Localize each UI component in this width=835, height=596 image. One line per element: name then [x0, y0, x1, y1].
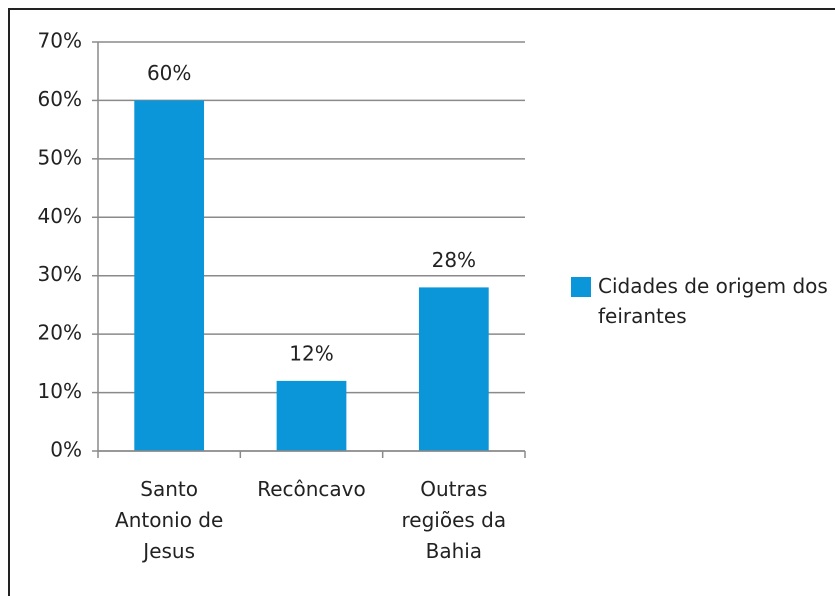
- x-tick-label: Recôncavo: [257, 477, 366, 501]
- legend-swatch: [571, 277, 591, 297]
- data-label: 28%: [432, 248, 476, 272]
- bar: [134, 100, 205, 451]
- y-tick-label: 30%: [38, 262, 82, 286]
- y-tick-label: 10%: [38, 379, 82, 403]
- y-tick-label: 60%: [38, 87, 82, 111]
- chart-frame: [8, 8, 835, 596]
- data-label: 60%: [147, 61, 191, 85]
- data-label: 12%: [289, 341, 333, 365]
- x-tick-label: Santo Antonio de Jesus: [115, 477, 223, 563]
- bar: [418, 287, 489, 451]
- y-tick-label: 20%: [38, 321, 82, 345]
- y-tick-label: 50%: [38, 145, 82, 169]
- y-tick-label: 70%: [38, 29, 82, 53]
- y-tick-label: 40%: [38, 204, 82, 228]
- bar: [276, 380, 347, 451]
- y-tick-label: 0%: [50, 438, 82, 462]
- legend-label: Cidades de origem dos feirantes: [598, 274, 828, 328]
- x-tick-label: Outras regiões da Bahia: [402, 477, 507, 563]
